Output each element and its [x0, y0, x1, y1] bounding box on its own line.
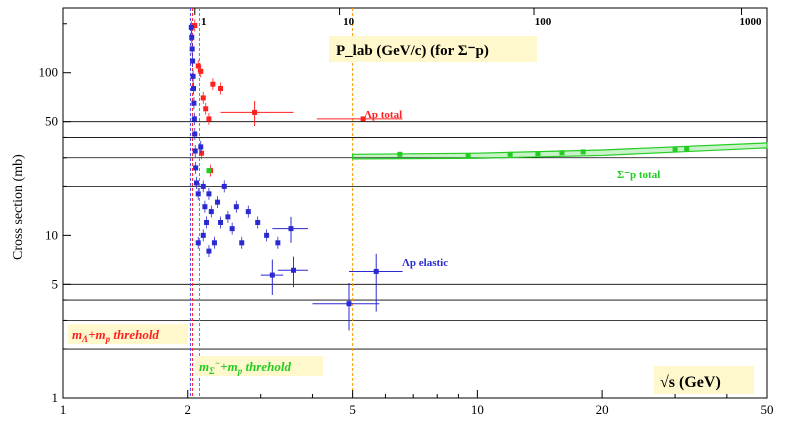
sigma-total-label: Σ⁻p total — [617, 169, 660, 181]
data-point — [206, 191, 212, 197]
data-point — [195, 63, 201, 69]
x-tick-label: 2 — [184, 402, 191, 417]
y-tick-label: 50 — [45, 114, 58, 129]
y-tick-label: 100 — [39, 65, 59, 80]
axes: 1 2 5 10 20 50 1 5 10 50 100 1 10 100 1000 — [39, 8, 774, 417]
data-point — [202, 204, 208, 210]
data-point — [288, 226, 294, 232]
data-point — [225, 214, 231, 220]
data-point — [672, 146, 678, 152]
data-point — [190, 73, 196, 79]
lambda-elastic-label: Λp elastic — [402, 257, 448, 269]
data-point — [373, 268, 379, 274]
data-series — [188, 19, 690, 331]
data-point — [193, 165, 199, 171]
data-point — [189, 46, 195, 52]
data-point — [535, 151, 541, 157]
top-axis-label: P_lab (GeV/c) (for Σ⁻p) — [336, 43, 489, 59]
sigma-threshold-label: mΣ−+mp threhold — [199, 358, 291, 376]
x-tick-label: 20 — [596, 402, 609, 417]
lambda-threshold-box — [68, 324, 188, 344]
data-point — [198, 68, 204, 74]
data-point — [199, 150, 205, 156]
data-point — [190, 58, 196, 64]
data-point — [397, 151, 403, 157]
lambda-total-label: Λp total — [364, 109, 402, 121]
data-point — [206, 248, 212, 254]
x-tick-label: 50 — [761, 402, 774, 417]
y-tick-label: 5 — [52, 276, 59, 291]
data-point — [206, 168, 212, 174]
sigma-band — [352, 142, 768, 160]
x-tick-label: 5 — [349, 402, 356, 417]
data-point — [191, 116, 197, 122]
data-point — [264, 232, 270, 238]
data-point — [215, 199, 221, 205]
data-point — [192, 131, 198, 137]
grid — [63, 121, 767, 350]
data-point — [191, 100, 197, 106]
y-tick-label: 1 — [52, 390, 59, 405]
data-point — [233, 204, 239, 210]
data-point — [192, 148, 198, 154]
sigma-threshold-box — [195, 356, 323, 376]
x-axis-label-box — [654, 366, 754, 394]
data-point — [218, 85, 224, 91]
data-point — [194, 180, 200, 186]
top-tick-label: 10 — [343, 16, 355, 28]
data-point — [206, 116, 212, 122]
y-axis-label: Cross section (mb) — [11, 154, 26, 260]
data-point — [190, 85, 196, 91]
y-tick-label: 10 — [45, 227, 58, 242]
data-point — [269, 272, 275, 278]
data-point — [255, 219, 261, 225]
data-point — [203, 106, 209, 112]
data-point — [245, 209, 251, 215]
data-point — [465, 152, 471, 158]
data-point — [211, 240, 217, 246]
data-point — [198, 144, 204, 150]
data-point — [239, 240, 245, 246]
data-point — [291, 267, 297, 273]
data-point — [204, 219, 210, 225]
data-point — [195, 191, 201, 197]
data-point — [580, 149, 586, 155]
top-tick-label: 1000 — [740, 16, 763, 28]
top-axis-label-box — [329, 36, 537, 62]
data-point — [346, 301, 352, 307]
data-point — [559, 150, 565, 156]
data-point — [507, 151, 513, 157]
data-point — [189, 34, 195, 40]
data-point — [275, 240, 281, 246]
data-point — [218, 219, 224, 225]
x-tick-label: 1 — [60, 402, 67, 417]
data-point — [192, 23, 198, 29]
x-tick-label: 10 — [471, 402, 484, 417]
data-point — [221, 183, 227, 189]
data-point — [229, 226, 235, 232]
data-point — [252, 109, 258, 115]
data-point — [200, 232, 206, 238]
sigma-total-band — [352, 142, 768, 160]
data-point — [200, 183, 206, 189]
data-point — [188, 24, 194, 30]
data-point — [210, 81, 216, 87]
x-axis-label: √s (GeV) — [660, 374, 721, 391]
data-point — [200, 95, 206, 101]
data-point — [684, 146, 690, 152]
top-tick-label: 100 — [535, 16, 552, 28]
top-tick-label: 1 — [201, 16, 207, 28]
data-point — [360, 116, 366, 122]
data-point — [195, 240, 201, 246]
lambda-threshold-label: mΛ+mp threhold — [72, 327, 159, 344]
data-point — [208, 209, 214, 215]
